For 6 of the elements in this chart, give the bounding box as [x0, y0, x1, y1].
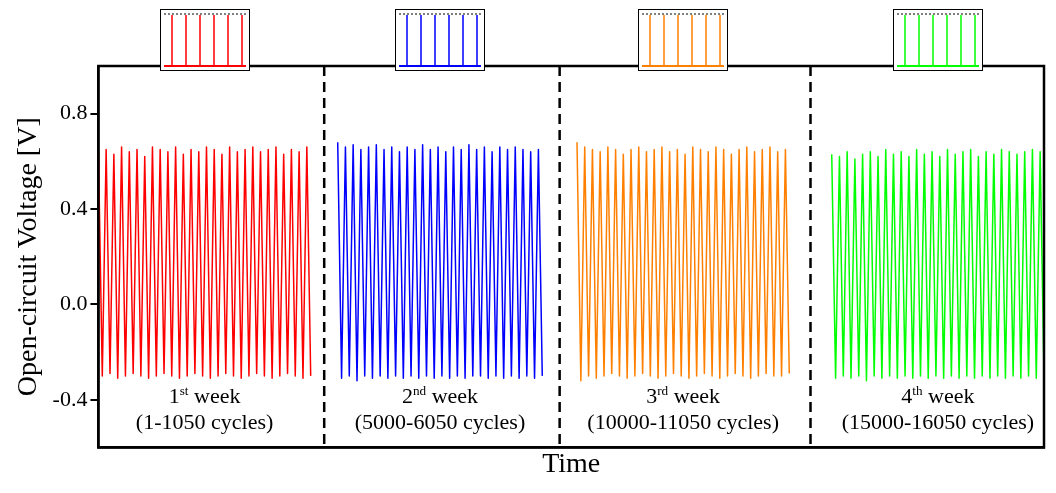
y-tick-label: 0.4 [59, 194, 88, 220]
y-axis-title: Open-circuit Voltage [V] [11, 117, 43, 397]
x-axis-title: Time [542, 446, 601, 478]
y-tick-label: -0.4 [52, 385, 88, 411]
y-tick-label: 0.0 [59, 290, 88, 316]
y-tick-label: 0.8 [59, 99, 88, 125]
